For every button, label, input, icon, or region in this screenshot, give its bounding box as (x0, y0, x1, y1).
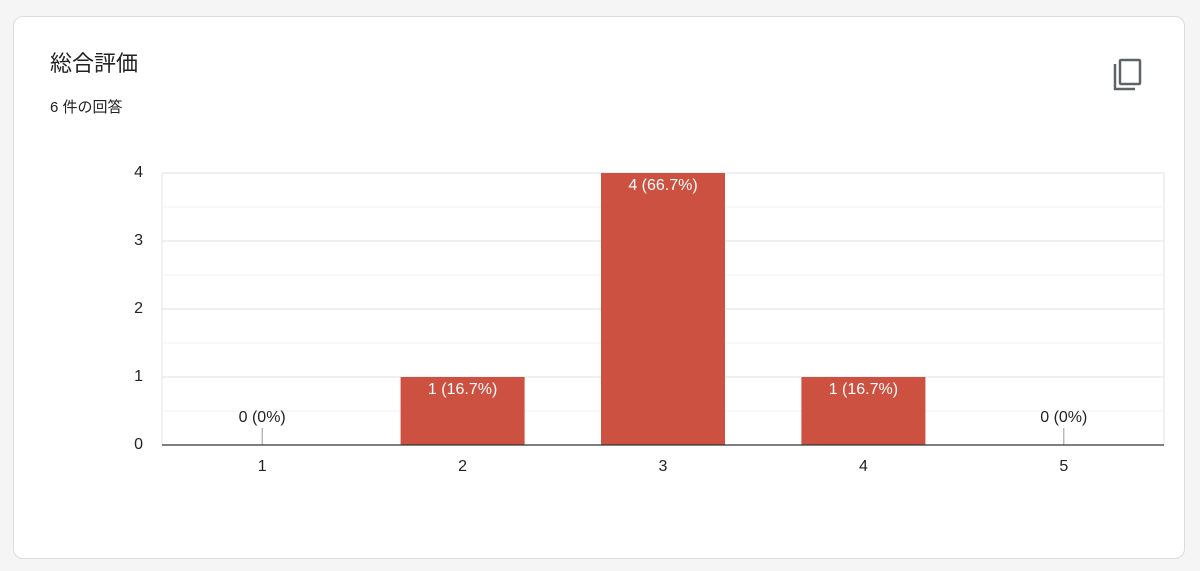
x-tick-label: 3 (659, 458, 668, 475)
bar (801, 377, 926, 445)
value-label: 1 (16.7%) (829, 381, 898, 398)
y-tick-label: 1 (134, 368, 143, 385)
x-tick-label: 2 (458, 458, 467, 475)
value-label: 1 (16.7%) (428, 381, 497, 398)
chart-title: 総合評価 (50, 51, 138, 76)
x-tick-label: 5 (1059, 458, 1068, 475)
x-tick-label: 4 (859, 458, 868, 475)
y-tick-label: 4 (134, 164, 143, 181)
value-label: 4 (66.7%) (628, 177, 697, 194)
value-label: 0 (0%) (1040, 409, 1087, 426)
card (13, 16, 1185, 559)
bar (601, 173, 725, 445)
bar (400, 377, 525, 445)
copy-icon[interactable] (1113, 58, 1142, 91)
value-label: 0 (0%) (239, 409, 286, 426)
y-tick-label: 3 (134, 232, 143, 249)
x-tick-label: 1 (258, 458, 267, 475)
y-tick-label: 2 (134, 300, 143, 317)
chart-subtitle: 6 件の回答 (50, 99, 123, 116)
y-tick-label: 0 (134, 436, 143, 453)
